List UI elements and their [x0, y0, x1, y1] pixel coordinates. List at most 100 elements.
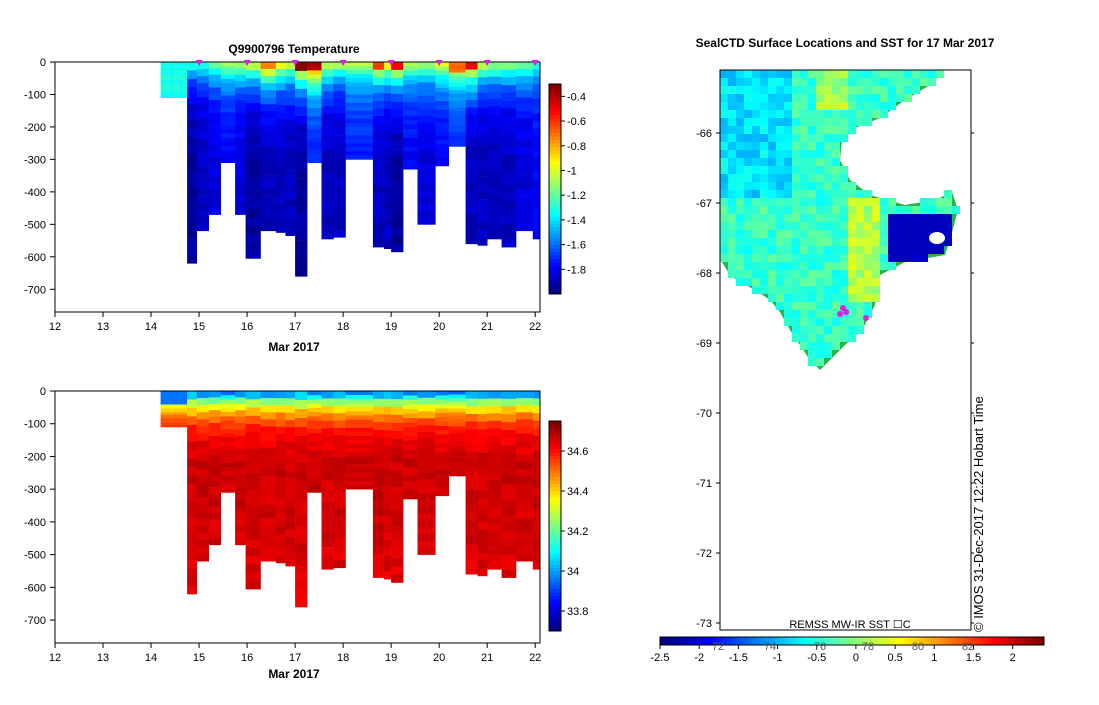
salinity-profile-10-layer-12: [295, 499, 308, 509]
temperature-profile-25-layer-18: [501, 200, 517, 209]
sst-cell-25-19: [920, 222, 928, 230]
salinity-profile-23-layer-11: [477, 475, 488, 484]
salinity-profile-26-layer-22: [516, 547, 534, 555]
temperature-profile-25-layer-5: [501, 100, 517, 109]
temperature-profile-24-layer-13: [487, 157, 502, 166]
sst-cell-12-2: [816, 86, 824, 94]
salinity-profile-9-layer-22: [285, 551, 296, 560]
salinity-profile-22-layer-0: [465, 391, 478, 399]
sst-cell-18-15: [864, 190, 872, 198]
sst-cell-15-25: [840, 270, 848, 278]
temperature-profile-0-layer-2: [160, 65, 188, 67]
temperature-colorbar-step-31: [549, 192, 561, 197]
temperature-profile-17-layer-19: [391, 212, 404, 221]
salinity-profile-14-layer-16: [345, 456, 374, 461]
salinity-profile-6-layer-20: [245, 556, 261, 565]
sst-colorbar-step-21: [760, 637, 766, 645]
sst-cell-13-18: [824, 214, 832, 222]
temperature-profile-25-layer-7: [501, 116, 517, 124]
sst-y-tick-label--70: -70: [696, 408, 712, 420]
salinity-profile-3-layer-16: [208, 493, 221, 501]
sst-cell-5-13: [760, 174, 768, 182]
sst-cell-14-19: [832, 222, 840, 230]
salinity-profile-10-layer-11: [295, 490, 308, 500]
salinity-profile-5-layer-6: [235, 429, 246, 437]
sst-cell-1-13: [728, 174, 736, 182]
salinity-profile-8-layer-8: [275, 448, 286, 456]
salinity-profile-25-layer-21: [501, 554, 517, 563]
salinity-profile-3-layer-22: [208, 532, 221, 539]
sst-colorbar-step-31: [808, 637, 814, 645]
sst-cell-21-0: [888, 70, 896, 78]
sst-cell-1-0: [728, 70, 736, 78]
salinity-profile-18-layer-23: [403, 494, 418, 500]
temperature-profile-22-layer-2: [465, 77, 478, 86]
salinity-profile-6-layer-7: [245, 448, 261, 458]
sst-cell-23-18: [904, 214, 912, 222]
sst-cell-5-2: [760, 86, 768, 94]
sst-cell-15-26: [840, 278, 848, 286]
temperature-profile-marker-15: [195, 60, 203, 66]
salinity-profile-1-layer-10: [187, 475, 197, 485]
salinity-profile-26-layer-18: [516, 518, 534, 526]
temperature-profile-13-layer-7: [333, 113, 346, 121]
salinity-profile-7-layer-14: [260, 490, 277, 498]
sst-cell-15-6: [840, 118, 848, 126]
temperature-profile-2-layer-21: [196, 209, 209, 217]
salinity-profile-6-layer-12: [245, 490, 261, 499]
temperature-y-tick-label--600: -600: [24, 252, 46, 264]
sst-map-title: SealCTD Surface Locations and SST for 17…: [696, 36, 995, 50]
temperature-profile-16-layer-0: [383, 62, 392, 71]
salinity-profile-5-layer-14: [235, 480, 246, 488]
sst-cell-15-23: [840, 254, 848, 262]
temperature-profile-1-layer-7: [187, 120, 197, 130]
sst-lon-label-82: 82: [962, 641, 974, 653]
salinity-profile-0-layer-22: [160, 424, 188, 426]
sst-cell-20-17: [880, 206, 888, 214]
sst-cell-15-3: [840, 94, 848, 102]
sst-cell-22-20: [896, 230, 904, 238]
temperature-profile-8-layer-12: [275, 147, 286, 155]
temperature-profile-5-layer-21: [235, 195, 246, 203]
salinity-profile-25-layer-9: [501, 461, 517, 470]
sst-cell-13-6: [824, 118, 832, 126]
temperature-profile-14-layer-10: [345, 102, 374, 107]
temperature-profile-8-layer-9: [275, 125, 286, 134]
sst-cell-24-0: [912, 70, 920, 78]
salinity-profile-2-layer-6: [196, 433, 209, 441]
sst-cell-3-3: [744, 94, 752, 102]
temperature-profile-17-layer-2: [391, 77, 404, 86]
temperature-x-tick-label-16: 16: [241, 321, 253, 333]
sst-cell-7-14: [776, 182, 784, 190]
temperature-profile-13-layer-15: [333, 171, 346, 180]
salinity-profile-26-layer-8: [516, 447, 534, 456]
sst-colorbar-step-46: [880, 637, 886, 645]
salinity-profile-21-layer-15: [448, 444, 466, 448]
sst-cell-10-18: [800, 214, 808, 222]
temperature-profile-9-layer-19: [285, 199, 296, 207]
salinity-profile-0-layer-4: [160, 397, 188, 399]
temperature-profile-12-layer-4: [321, 91, 334, 100]
temperature-profile-3-layer-11: [208, 131, 221, 139]
salinity-profile-12-layer-4: [321, 420, 334, 429]
temperature-profile-20-layer-21: [435, 152, 449, 158]
temperature-profile-10-layer-21: [295, 249, 308, 259]
temperature-profile-10-layer-1: [295, 70, 308, 81]
salinity-colorbar-step-9: [549, 452, 561, 457]
sst-cell-2-6: [736, 118, 744, 126]
sst-cell-0-8: [720, 134, 728, 142]
salinity-profile-20-layer-6: [435, 417, 449, 422]
temperature-profile-19-layer-16: [417, 170, 436, 178]
salinity-profile-0-layer-7: [160, 401, 188, 404]
sst-cell-12-5: [816, 110, 824, 118]
salinity-profile-17-layer-12: [391, 486, 404, 495]
temperature-profile-9-layer-10: [285, 134, 296, 142]
sst-cell-15-24: [840, 262, 848, 270]
sst-cell-27-16: [936, 198, 944, 206]
sst-cell-17-18: [856, 214, 864, 222]
temperature-profile-17-layer-4: [391, 93, 404, 102]
salinity-profile-15-layer-22: [372, 562, 385, 571]
salinity-profile-5-layer-4: [235, 416, 246, 424]
sst-cell-12-12: [816, 166, 824, 174]
salinity-profile-15-layer-1: [372, 398, 385, 407]
